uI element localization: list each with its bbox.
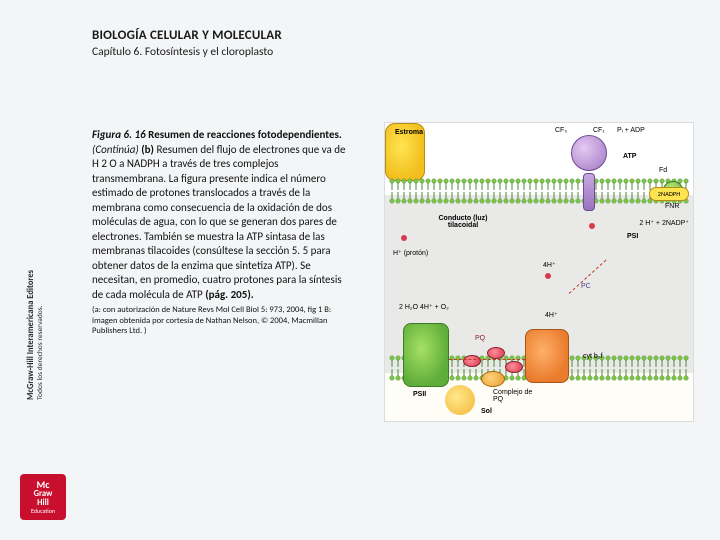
label-4h-down: 4H⁺ [545, 311, 558, 319]
figure-diagram: 2NADPH Estroma CF₀ CF₁ Pᵢ + ADP ATP Cond… [384, 122, 694, 422]
publisher-sideways: McGraw-Hill Interamericana Editores Todo… [26, 270, 45, 400]
atp-synthase-cf1 [571, 135, 607, 171]
caption-body: Resumen del flujo de electrones que va d… [92, 143, 345, 301]
label-fnr: FNR [665, 203, 679, 210]
label-nadp-eq: 2 H⁺ + 2NADP⁺ [639, 219, 689, 227]
atp-synthase-cf0 [583, 173, 595, 211]
label-cf0: CF₀ [555, 127, 567, 134]
caption-continua: (Continúa) [92, 143, 141, 156]
figure-inner: 2NADPH Estroma CF₀ CF₁ Pᵢ + ADP ATP Cond… [385, 123, 693, 421]
label-conducto: Conducto (luz) tilacoidal [433, 215, 493, 230]
photosystem-ii [403, 323, 449, 387]
caption-credit: (a: con autorización de Nature Revs Mol … [92, 305, 354, 337]
nadph-badge: 2NADPH [649, 187, 689, 201]
header: BIOLOGÍA CELULAR Y MOLECULAR Capítulo 6.… [92, 28, 282, 59]
publisher-name: McGraw-Hill Interamericana Editores [26, 270, 36, 400]
proton-dot [401, 235, 407, 241]
figure-caption: Figura 6. 16 Resumen de reacciones fotod… [92, 128, 354, 337]
label-estroma: Estroma [395, 129, 423, 136]
label-pq: PQ [475, 335, 485, 342]
logo-line4: Education [31, 508, 55, 514]
rights-reserved: Todos los derechos reservados. [36, 270, 45, 400]
label-pq-complex: Complejo de PQ [493, 389, 533, 404]
electron-path-1 [449, 359, 525, 360]
label-water: 2 H₂O 4H⁺ + O₂ [399, 303, 449, 311]
label-atp: ATP [623, 153, 636, 160]
logo-line3: Hill [37, 499, 49, 508]
label-psii: PSII [413, 391, 426, 398]
label-sol: Sol [481, 408, 492, 415]
chapter-subtitle: Capítulo 6. Fotosíntesis y el cloroplast… [92, 45, 282, 59]
pq-complex-icon [481, 371, 505, 387]
caption-lead: Resumen de reacciones fotodependientes. [148, 128, 342, 141]
caption-part-b: (b) [141, 143, 156, 156]
proton-dot [545, 273, 551, 279]
label-4h-up: 4H⁺ [543, 261, 556, 269]
cytochrome-b6f [525, 329, 569, 383]
proton-dot [589, 223, 595, 229]
plastoquinone-2 [487, 347, 505, 359]
label-cytb6f: cyt b₆f [583, 353, 603, 360]
figure-number: Figura 6. 16 [92, 128, 148, 141]
label-pi-adp: Pᵢ + ADP [617, 127, 645, 134]
label-psi: PSI [627, 233, 638, 240]
page-title: BIOLOGÍA CELULAR Y MOLECULAR [92, 28, 282, 43]
plastoquinone-3 [505, 361, 523, 373]
sun-icon [445, 385, 475, 415]
slide: BIOLOGÍA CELULAR Y MOLECULAR Capítulo 6.… [0, 0, 720, 540]
label-fd: Fd [659, 167, 667, 174]
mcgraw-hill-logo: Mc Graw Hill Education [20, 474, 66, 520]
label-cf1: CF₁ [593, 127, 605, 134]
label-hplus-proton: H⁺ (protón) [393, 249, 428, 257]
label-pc: PC [581, 283, 591, 290]
plastoquinone-1 [463, 355, 481, 367]
caption-page-ref: (pág. 205). [205, 288, 254, 301]
membrane-top [389, 178, 689, 204]
